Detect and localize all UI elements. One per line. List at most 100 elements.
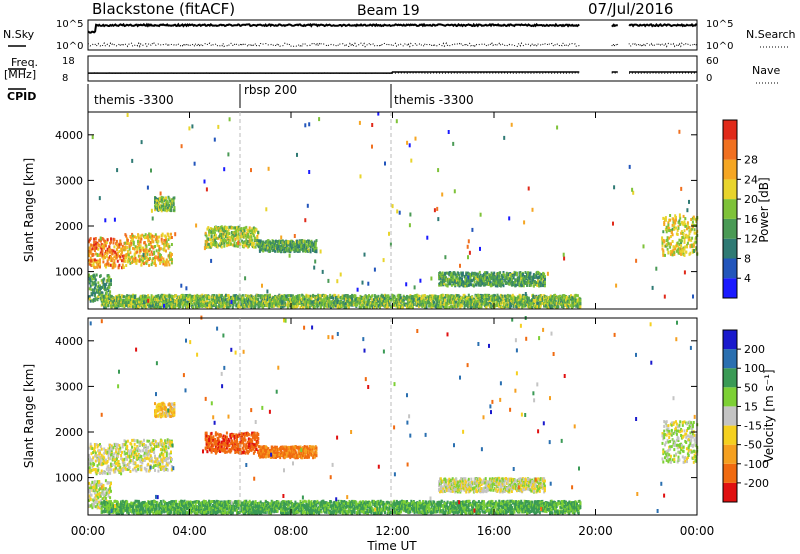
- echo-cell: [110, 301, 112, 305]
- echo-cell: [112, 241, 115, 245]
- echo-cell: [154, 259, 156, 263]
- echo-cell: [121, 263, 124, 267]
- echo-cell: [155, 249, 158, 253]
- echo-cell: [294, 242, 297, 246]
- echo-cell: [437, 295, 440, 299]
- echo-cell: [215, 305, 218, 309]
- echo-cell: [106, 287, 109, 290]
- nsky-panel: N.Sky 10^5 10^0 10^5 10^0 N.Search: [3, 19, 796, 52]
- echo-cell: [271, 242, 274, 245]
- echo-cell: [303, 304, 306, 308]
- echo-cell: [162, 262, 165, 266]
- echo-cell: [160, 237, 163, 241]
- echo-cell: [460, 280, 463, 283]
- echo-cell: [121, 244, 124, 248]
- echo-cell: [457, 282, 460, 285]
- echo-cell: [94, 278, 97, 282]
- echo-cell: [206, 305, 209, 309]
- echo-cell: [390, 306, 393, 309]
- echo-cell: [465, 273, 468, 277]
- echo-cell: [234, 300, 237, 304]
- echo-cell: [327, 302, 330, 306]
- echo-cell: [161, 233, 164, 237]
- echo-cell: [223, 241, 226, 245]
- echo-cell: [695, 220, 698, 224]
- echo-cell: [680, 231, 683, 235]
- echo-cell: [661, 241, 664, 245]
- echo-cell: [535, 274, 538, 278]
- echo-cell: [319, 294, 322, 298]
- echo-cell: [92, 291, 95, 294]
- echo-cell: [106, 297, 109, 301]
- echo-cell: [151, 260, 154, 264]
- nsky-label: N.Sky: [3, 28, 35, 41]
- echo-cell: [307, 244, 310, 248]
- echo-cell: [320, 298, 323, 302]
- echo-cell: [163, 248, 166, 252]
- echo-cell: [116, 251, 119, 255]
- echo-cell: [410, 304, 413, 308]
- echo-cell: [90, 243, 93, 247]
- echo-cell: [683, 247, 686, 251]
- echo-cell: [522, 284, 525, 288]
- echo-cell: [113, 238, 116, 242]
- echo-cell: [422, 298, 425, 302]
- echo-cell: [114, 250, 117, 254]
- echo-cell: [461, 304, 463, 308]
- echo-cell: [323, 306, 326, 309]
- echo-cell: [543, 284, 546, 288]
- echo-cell: [103, 246, 106, 250]
- echo-cell: [689, 251, 692, 255]
- echo-cell: [677, 226, 680, 230]
- echo-cell: [267, 246, 270, 250]
- echo-cell: [450, 278, 452, 282]
- echo-cell: [354, 294, 357, 298]
- echo-cell: [412, 305, 414, 309]
- echo-cell: [132, 305, 134, 309]
- echo-cell: [165, 240, 168, 244]
- echo-cell: [280, 295, 283, 298]
- echo-cell: [276, 300, 279, 304]
- echo-cell: [484, 275, 487, 278]
- echo-cell: [104, 239, 107, 243]
- echo-cell: [88, 254, 90, 258]
- echo-cell: [328, 297, 331, 301]
- echo-cell: [168, 293, 171, 297]
- echo-cell: [167, 246, 170, 250]
- echo-cell: [499, 284, 502, 288]
- echo-cell: [167, 195, 170, 199]
- echo-cell: [213, 294, 216, 297]
- echo-cell: [126, 246, 129, 250]
- echo-cell: [227, 243, 230, 247]
- echo-cell: [303, 298, 306, 302]
- echo-cell: [662, 253, 665, 257]
- echo-cell: [540, 273, 543, 277]
- echo-cell: [102, 257, 105, 260]
- echo-cell: [293, 302, 296, 306]
- echo-cell: [220, 242, 223, 246]
- echo-cell: [104, 288, 107, 292]
- echo-cell: [99, 265, 101, 269]
- echo-cell: [664, 253, 666, 257]
- echo-cell: [455, 298, 458, 302]
- echo-cell: [125, 264, 128, 267]
- echo-cell: [132, 257, 135, 261]
- echo-cell: [215, 242, 218, 246]
- echo-cell: [93, 243, 96, 247]
- echo-cell: [444, 271, 447, 275]
- echo-cell: [152, 295, 155, 299]
- echo-cell: [668, 227, 671, 231]
- echo-cell: [236, 244, 239, 248]
- echo-cell: [160, 298, 163, 302]
- echo-cell: [302, 249, 304, 253]
- echo-cell: [399, 302, 402, 306]
- echo-cell: [173, 206, 176, 210]
- echo-cell: [155, 256, 158, 260]
- echo-cell: [148, 243, 151, 246]
- echo-cell: [154, 263, 157, 267]
- echo-cell: [241, 239, 244, 243]
- echo-cell: [150, 263, 153, 267]
- echo-cell: [94, 283, 97, 287]
- echo-cell: [477, 278, 480, 282]
- echo-cell: [140, 263, 143, 267]
